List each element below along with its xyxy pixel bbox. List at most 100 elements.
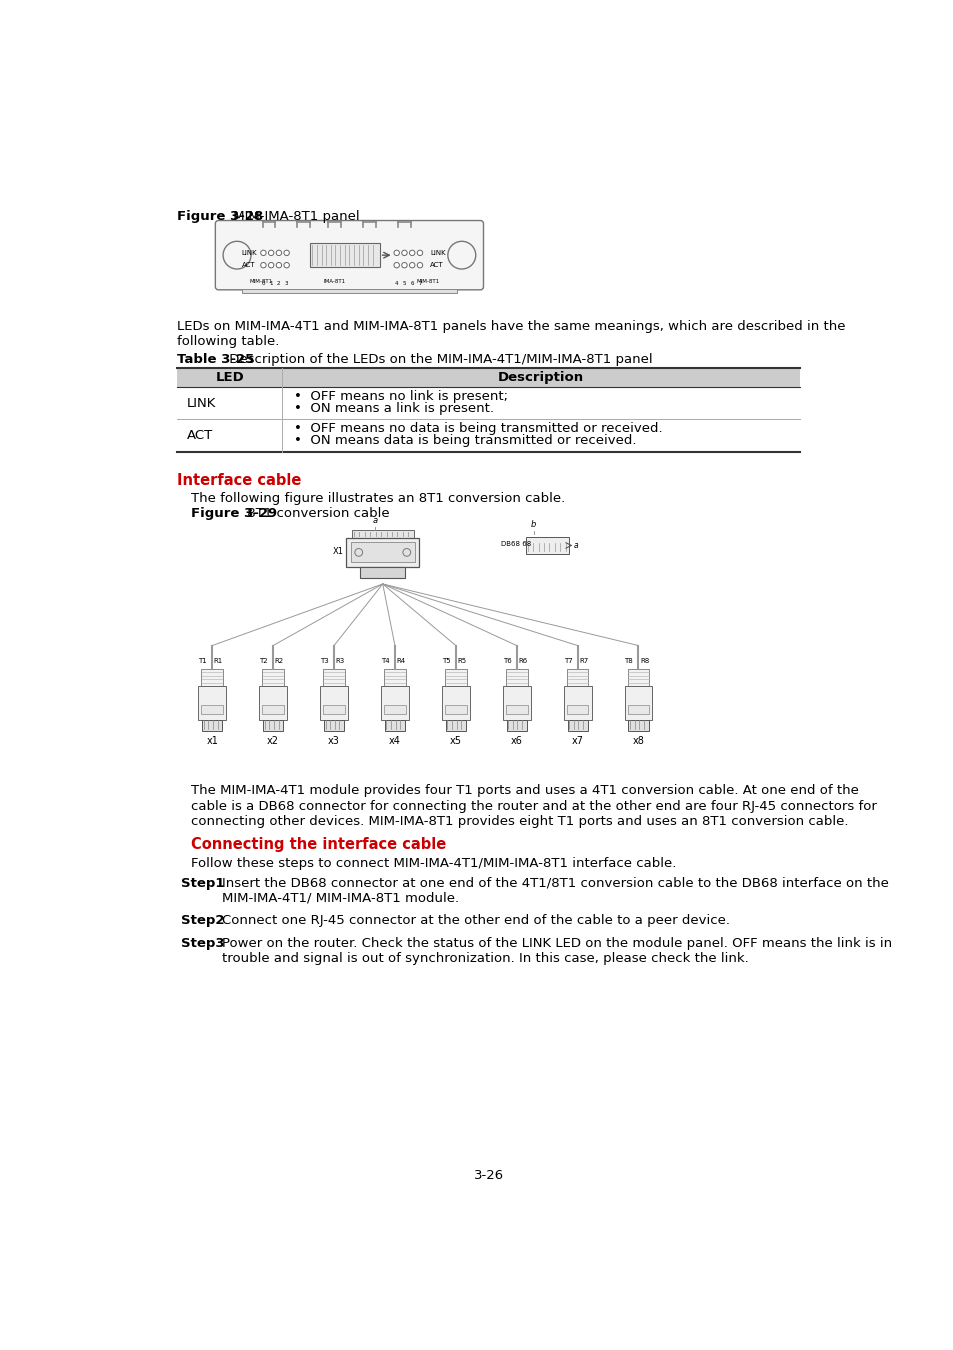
Text: following table.: following table. — [177, 335, 279, 348]
Text: x2: x2 — [267, 736, 279, 745]
Text: Step1: Step1 — [181, 876, 225, 890]
Circle shape — [394, 262, 399, 267]
Bar — [525, 537, 568, 554]
Text: 8T1 conversion cable: 8T1 conversion cable — [243, 508, 390, 520]
Bar — [310, 243, 379, 267]
Circle shape — [402, 548, 410, 556]
Bar — [505, 705, 527, 714]
Text: R2: R2 — [274, 657, 284, 664]
Text: T3: T3 — [320, 657, 329, 664]
Bar — [566, 705, 588, 714]
Bar — [563, 686, 591, 721]
Text: MIM-IMA-8T1 panel: MIM-IMA-8T1 panel — [229, 209, 359, 223]
Text: DB68 68: DB68 68 — [500, 541, 530, 547]
Text: 5: 5 — [402, 281, 406, 286]
Text: 4: 4 — [395, 281, 398, 286]
Text: a: a — [372, 516, 377, 525]
Text: Power on the router. Check the status of the LINK LED on the module panel. OFF m: Power on the router. Check the status of… — [222, 937, 891, 949]
Bar — [263, 721, 283, 732]
Text: Insert the DB68 connector at one end of the 4T1/8T1 conversion cable to the DB68: Insert the DB68 connector at one end of … — [222, 876, 888, 890]
Text: T5: T5 — [441, 657, 450, 664]
Bar — [384, 705, 405, 714]
Bar — [201, 668, 223, 686]
Text: T8: T8 — [624, 657, 633, 664]
Bar — [346, 537, 418, 567]
Text: 6: 6 — [410, 281, 414, 286]
Bar — [262, 668, 284, 686]
FancyBboxPatch shape — [215, 220, 483, 290]
Text: 1: 1 — [269, 281, 273, 286]
Text: ACT: ACT — [187, 429, 213, 441]
Circle shape — [223, 242, 251, 269]
Text: 2: 2 — [277, 281, 280, 286]
Text: R4: R4 — [396, 657, 405, 664]
Bar — [566, 668, 588, 686]
Text: LEDs on MIM-IMA-4T1 and MIM-IMA-8T1 panels have the same meanings, which are des: LEDs on MIM-IMA-4T1 and MIM-IMA-8T1 pane… — [177, 320, 845, 333]
Text: The MIM-IMA-4T1 module provides four T1 ports and uses a 4T1 conversion cable. A: The MIM-IMA-4T1 module provides four T1 … — [192, 784, 859, 796]
Bar — [627, 668, 649, 686]
Circle shape — [416, 250, 422, 255]
Circle shape — [284, 250, 289, 255]
Bar — [384, 721, 405, 732]
Circle shape — [394, 250, 399, 255]
Bar — [445, 721, 465, 732]
Circle shape — [284, 262, 289, 267]
Text: cable is a DB68 connector for connecting the router and at the other end are fou: cable is a DB68 connector for connecting… — [192, 799, 876, 813]
Bar — [502, 686, 530, 721]
Text: R7: R7 — [578, 657, 588, 664]
Bar — [505, 668, 527, 686]
Bar — [628, 721, 648, 732]
Bar — [241, 289, 456, 293]
Circle shape — [276, 262, 281, 267]
Text: x4: x4 — [389, 736, 400, 745]
Circle shape — [268, 250, 274, 255]
Circle shape — [276, 250, 281, 255]
Text: MIM-8T1: MIM-8T1 — [416, 279, 438, 284]
Text: Connect one RJ-45 connector at the other end of the cable to a peer device.: Connect one RJ-45 connector at the other… — [222, 914, 730, 926]
Text: T4: T4 — [380, 657, 389, 664]
Circle shape — [401, 250, 407, 255]
Bar — [320, 686, 348, 721]
Text: Interface cable: Interface cable — [177, 472, 301, 489]
Text: 0: 0 — [261, 281, 265, 286]
Text: MIM-IMA-4T1/ MIM-IMA-8T1 module.: MIM-IMA-4T1/ MIM-IMA-8T1 module. — [222, 892, 459, 904]
Text: LINK: LINK — [241, 250, 257, 256]
Bar — [360, 567, 405, 578]
Text: LED: LED — [215, 371, 244, 385]
Text: ACT: ACT — [241, 262, 255, 269]
Bar — [506, 721, 526, 732]
Bar — [324, 721, 344, 732]
Text: T2: T2 — [259, 657, 268, 664]
Circle shape — [416, 262, 422, 267]
Bar — [177, 369, 799, 387]
Bar — [323, 668, 345, 686]
Bar — [567, 721, 587, 732]
Bar — [351, 543, 415, 563]
Text: connecting other devices. MIM-IMA-8T1 provides eight T1 ports and uses an 8T1 co: connecting other devices. MIM-IMA-8T1 pr… — [192, 815, 848, 828]
Text: •  OFF means no data is being transmitted or received.: • OFF means no data is being transmitted… — [294, 423, 661, 435]
Circle shape — [401, 262, 407, 267]
Text: 3-26: 3-26 — [474, 1169, 503, 1183]
Circle shape — [409, 262, 415, 267]
Text: Step2: Step2 — [181, 914, 225, 926]
Text: R5: R5 — [456, 657, 466, 664]
Text: Figure 3-28: Figure 3-28 — [177, 209, 263, 223]
Text: 3: 3 — [285, 281, 288, 286]
Circle shape — [260, 262, 266, 267]
Text: The following figure illustrates an 8T1 conversion cable.: The following figure illustrates an 8T1 … — [192, 491, 565, 505]
Circle shape — [447, 242, 476, 269]
Text: x1: x1 — [206, 736, 218, 745]
Bar — [201, 705, 223, 714]
Circle shape — [355, 548, 362, 556]
Text: Connecting the interface cable: Connecting the interface cable — [192, 837, 446, 852]
Text: x3: x3 — [328, 736, 339, 745]
Text: LINK: LINK — [430, 250, 445, 256]
Bar — [380, 686, 409, 721]
Text: •  OFF means no link is present;: • OFF means no link is present; — [294, 390, 507, 402]
Text: 7: 7 — [417, 281, 421, 286]
Text: T1: T1 — [198, 657, 207, 664]
Text: T6: T6 — [502, 657, 511, 664]
Text: •  ON means a link is present.: • ON means a link is present. — [294, 402, 493, 414]
Text: R1: R1 — [213, 657, 223, 664]
Bar — [202, 721, 222, 732]
